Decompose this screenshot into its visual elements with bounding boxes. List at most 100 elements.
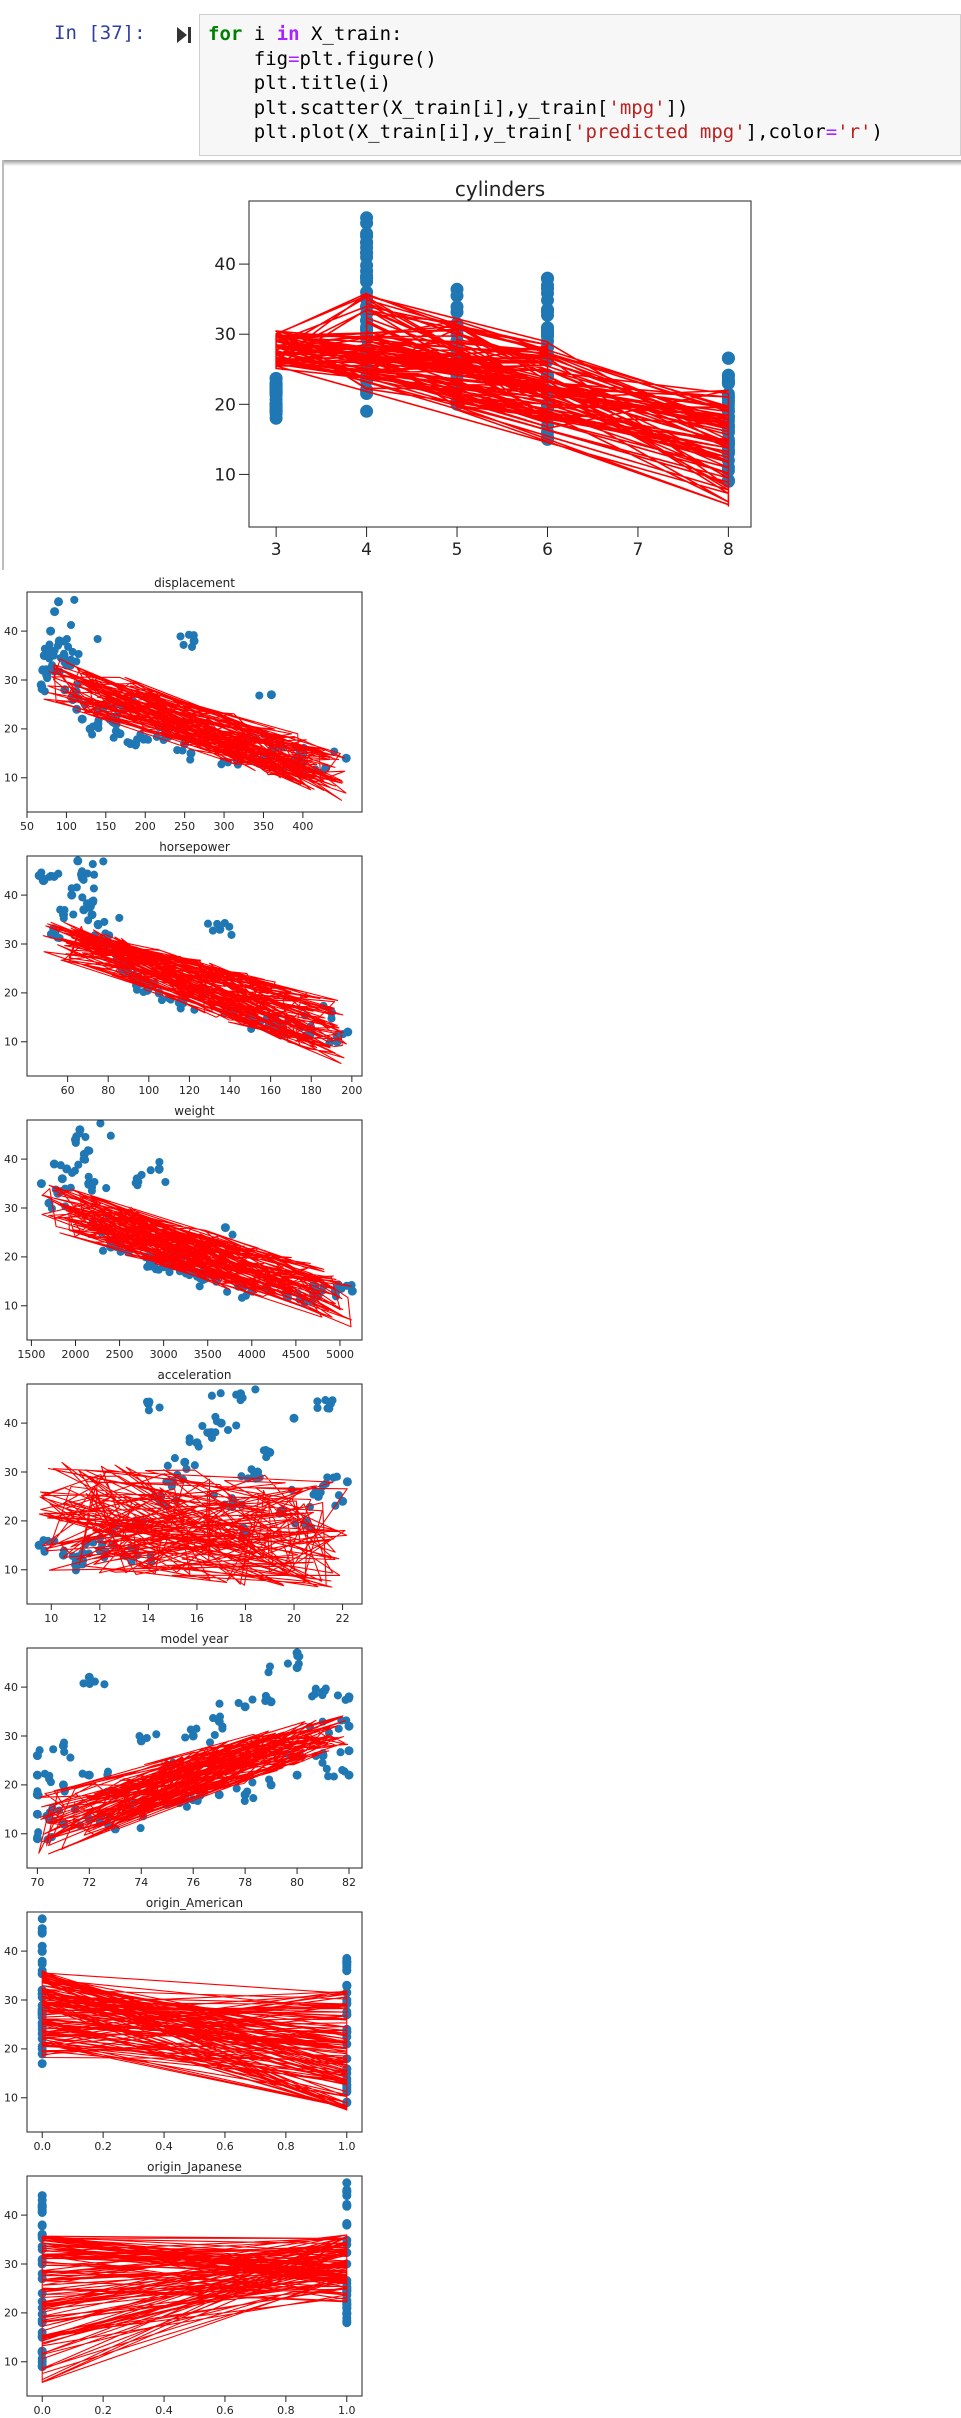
data-point bbox=[321, 1684, 330, 1693]
x-tick-label: 74 bbox=[134, 1876, 148, 1889]
data-point bbox=[216, 1389, 225, 1398]
data-point bbox=[50, 607, 60, 617]
data-point bbox=[146, 1262, 155, 1271]
data-point bbox=[265, 1775, 274, 1784]
chart-7: 0.0 0.2 0.4 0.6 0.8 1.0 10 20 30 40 origin_Japanes… bbox=[4, 2160, 363, 2417]
data-point bbox=[155, 1157, 164, 1167]
data-point bbox=[98, 1246, 108, 1255]
data-point bbox=[344, 1694, 354, 1703]
code-line: plt.plot(X_train[i],y_train['predicted m… bbox=[208, 121, 883, 143]
chart-title: origin_American bbox=[146, 1896, 243, 1910]
x-tick-label: 140 bbox=[220, 1084, 241, 1097]
y-tick-label: 20 bbox=[4, 1515, 18, 1528]
y-tick-label: 10 bbox=[4, 1828, 18, 1841]
data-point bbox=[139, 987, 148, 997]
data-point bbox=[255, 691, 264, 700]
data-point bbox=[82, 899, 92, 908]
chart-3: 1500 2000 2500 3000 3500 4000 4500 5000 10 20 30 40… bbox=[4, 1104, 363, 1361]
data-point bbox=[163, 1461, 172, 1470]
data-point bbox=[322, 1764, 331, 1773]
data-point bbox=[215, 1712, 225, 1721]
data-point bbox=[237, 1293, 247, 1302]
data-point bbox=[84, 916, 93, 925]
code-editor[interactable]: for i in X_train: fig=plt.figure() plt.t… bbox=[208, 22, 883, 145]
axes-frame bbox=[26, 591, 363, 813]
x-tick-label: 72 bbox=[82, 1876, 96, 1889]
data-point-cloud bbox=[37, 857, 348, 1047]
x-tick-label: 160 bbox=[260, 1084, 281, 1097]
data-point bbox=[232, 1421, 241, 1430]
code-token: plt.plot(X_train[i],y_train[ bbox=[208, 121, 575, 143]
data-point bbox=[240, 1796, 249, 1806]
data-point bbox=[321, 1396, 330, 1405]
x-tick-label: 3000 bbox=[150, 1348, 178, 1361]
x-tick-label: 100 bbox=[56, 820, 77, 833]
predicted-mpg-path bbox=[275, 292, 730, 507]
data-point bbox=[318, 1691, 327, 1700]
x-tick-label: 6 bbox=[542, 540, 553, 560]
y-tick-label: 20 bbox=[4, 1779, 18, 1792]
data-point bbox=[266, 690, 276, 700]
x-tick-label: 7 bbox=[633, 540, 644, 560]
data-point bbox=[240, 1702, 250, 1712]
data-point bbox=[342, 2313, 352, 2323]
code-line: for i in X_train: bbox=[208, 23, 403, 45]
data-point bbox=[211, 1412, 220, 1421]
axes-frame bbox=[26, 1383, 363, 1605]
data-point bbox=[333, 1691, 342, 1700]
data-point bbox=[59, 1738, 69, 1747]
data-point bbox=[207, 1391, 216, 1400]
data-point bbox=[59, 914, 68, 923]
data-point bbox=[342, 2185, 352, 2195]
data-point bbox=[83, 1770, 92, 1780]
data-point bbox=[155, 1403, 164, 1412]
code-line: fig=plt.figure() bbox=[208, 48, 437, 70]
data-point bbox=[218, 1724, 227, 1733]
data-point bbox=[142, 1733, 151, 1743]
data-point-cloud bbox=[33, 1651, 354, 1844]
run-cell-icon[interactable] bbox=[176, 25, 192, 45]
data-point bbox=[88, 722, 98, 731]
y-tick-label: 20 bbox=[4, 1251, 18, 1264]
cell-prompt: In [37]: bbox=[54, 22, 146, 44]
predicted-mpg-line bbox=[43, 658, 347, 801]
plot-area bbox=[34, 856, 353, 1065]
data-point bbox=[49, 1745, 58, 1754]
data-point bbox=[450, 289, 464, 303]
x-tick-label: 400 bbox=[292, 820, 313, 833]
data-point bbox=[37, 868, 46, 877]
x-tick-label: 16 bbox=[190, 1612, 204, 1625]
data-point bbox=[227, 930, 236, 939]
code-cell[interactable]: for i in X_train: fig=plt.figure() plt.t… bbox=[199, 14, 961, 156]
y-tick-label: 30 bbox=[214, 325, 236, 345]
data-point bbox=[135, 1732, 144, 1741]
code-line: plt.scatter(X_train[i],y_train['mpg']) bbox=[208, 97, 689, 119]
data-point bbox=[203, 919, 213, 928]
data-point bbox=[32, 1809, 42, 1819]
data-point bbox=[338, 1766, 347, 1775]
data-point bbox=[88, 860, 97, 869]
data-point bbox=[83, 869, 92, 878]
data-point bbox=[106, 1131, 115, 1140]
data-point bbox=[112, 726, 121, 735]
data-point bbox=[721, 351, 735, 365]
data-point bbox=[99, 857, 108, 866]
x-tick-label: 76 bbox=[186, 1876, 200, 1889]
data-point bbox=[136, 1824, 145, 1833]
data-point bbox=[184, 630, 194, 639]
output-scroll-border bbox=[2, 160, 4, 570]
data-point bbox=[190, 1461, 199, 1470]
data-point bbox=[181, 1733, 190, 1742]
code-token: 'predicted mpg' bbox=[574, 121, 746, 143]
predicted-mpg-path bbox=[43, 658, 347, 801]
y-tick-label: 10 bbox=[4, 772, 18, 785]
chart-6: 0.0 0.2 0.4 0.6 0.8 1.0 10 20 30 40 origin_America… bbox=[4, 1896, 363, 2153]
chart-title: weight bbox=[174, 1104, 215, 1118]
y-tick-label: 20 bbox=[214, 395, 236, 415]
code-line: plt.title(i) bbox=[208, 72, 391, 94]
chart-4: 10 12 14 16 18 20 22 10 20 30 40 acceleration bbox=[4, 1368, 363, 1625]
x-tick-label: 20 bbox=[287, 1612, 301, 1625]
chart-5: 70 72 74 76 78 80 82 10 20 30 40 model year bbox=[4, 1632, 363, 1889]
data-point bbox=[60, 1747, 69, 1756]
data-point bbox=[283, 1659, 292, 1668]
